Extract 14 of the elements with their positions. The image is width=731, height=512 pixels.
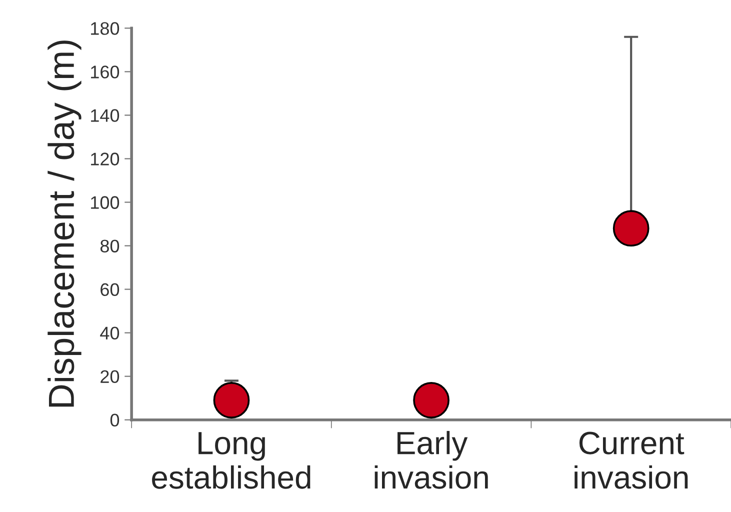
y-tick-label: 120 [91,152,120,166]
x-tick-label: Current invasion [574,432,688,489]
y-tick-label: 80 [100,240,120,252]
y-tick-label: 180 [91,22,120,35]
x-tick-label: Early invasion [374,430,488,489]
y-axis-title: Displacement / day (m) [48,40,82,407]
y-tick-label: 100 [91,196,120,209]
y-tick-label: 20 [100,370,120,384]
y-tick-label: 140 [91,109,120,122]
y-tick-label: 0 [110,414,120,427]
y-tick-label: 60 [100,283,120,296]
y-tick-label: 40 [100,326,120,340]
x-tick-label: Long established [152,432,310,489]
y-tick-label: 160 [91,66,120,78]
